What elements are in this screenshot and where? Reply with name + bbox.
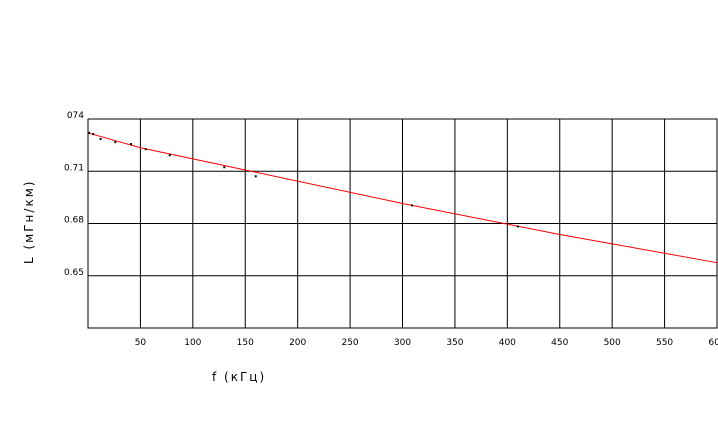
x-tick-label: 600	[708, 338, 718, 348]
x-tick-label: 300	[394, 338, 411, 348]
grid	[88, 119, 717, 328]
plot-frame	[87, 118, 718, 329]
data-point	[410, 204, 413, 207]
x-tick-label: 50	[135, 338, 147, 348]
y-axis-label: L (мГн/км)	[22, 180, 36, 264]
x-axis-label: f (кГц)	[212, 370, 266, 384]
data-point	[92, 133, 95, 136]
y-tick-label: 0.68	[64, 216, 84, 226]
data-point	[99, 138, 102, 141]
data-point	[129, 143, 132, 146]
data-point	[88, 131, 91, 134]
data-point	[516, 225, 519, 228]
x-tick-label: 400	[499, 338, 516, 348]
series-group	[87, 131, 718, 264]
x-tick-label: 550	[656, 338, 673, 348]
x-tick-label: 450	[551, 338, 568, 348]
data-point	[254, 175, 257, 178]
x-tick-label: 150	[237, 338, 254, 348]
x-tick-label: 200	[289, 338, 306, 348]
x-tick-label: 250	[341, 338, 358, 348]
data-point	[114, 141, 117, 144]
fit-line	[87, 132, 718, 264]
data-point	[168, 154, 171, 157]
x-tick-label: 100	[184, 338, 201, 348]
data-point	[223, 166, 226, 169]
y-tick-label: 0.71	[64, 163, 84, 173]
y-tick-label: 074	[67, 111, 84, 121]
data-point	[144, 148, 147, 151]
x-tick-labels: 50 100 150 200 250 300 350 400 450 500 550 600	[135, 338, 718, 348]
x-tick-label: 500	[604, 338, 621, 348]
y-tick-labels: 074 0.71 0.68 0.65	[64, 111, 84, 278]
y-tick-label: 0.65	[64, 268, 84, 278]
x-tick-label: 350	[446, 338, 463, 348]
